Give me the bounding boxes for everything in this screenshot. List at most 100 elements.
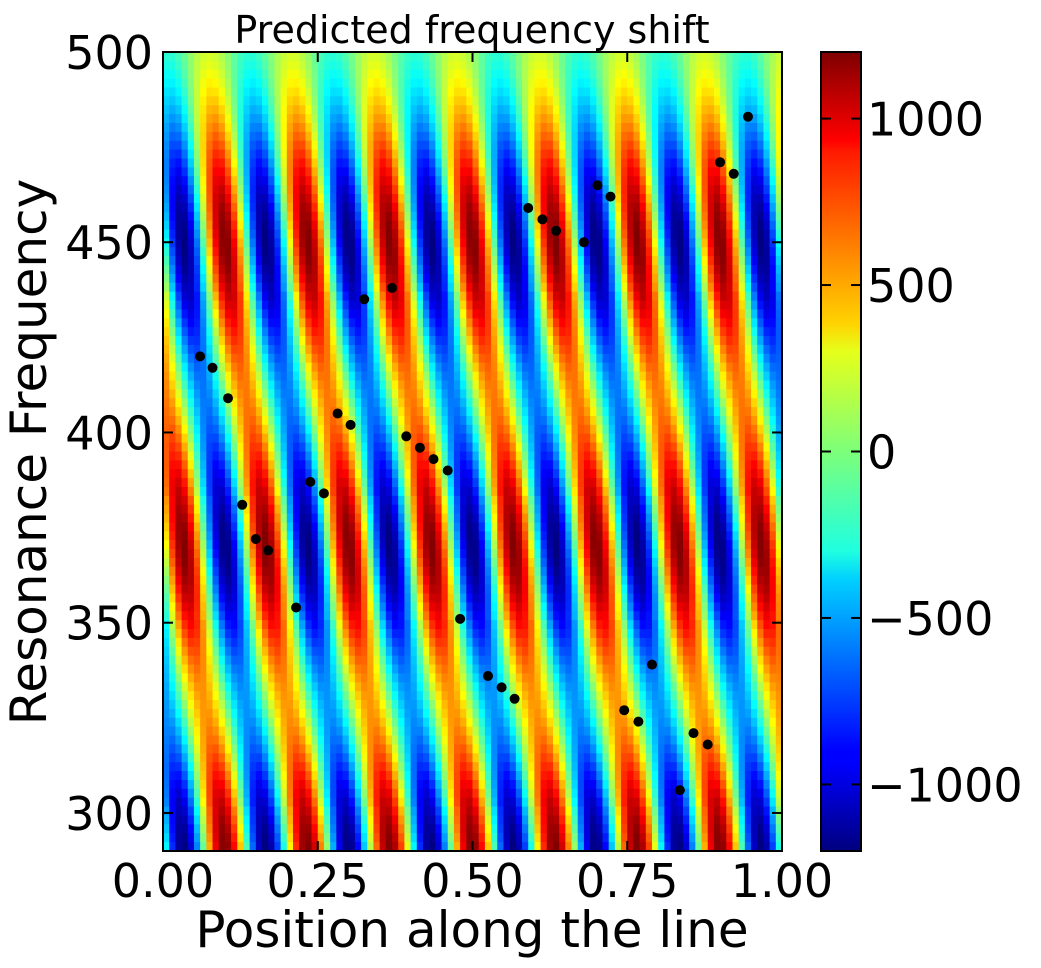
heatmap-cell <box>640 123 647 132</box>
heatmap-cell <box>516 301 523 310</box>
heatmap-cell <box>281 265 288 274</box>
heatmap-cell <box>213 221 220 230</box>
heatmap-cell <box>219 309 226 318</box>
heatmap-cell <box>726 460 733 469</box>
heatmap-cell <box>572 79 579 88</box>
heatmap-cell <box>602 132 609 141</box>
heatmap-cell <box>423 380 430 389</box>
heatmap-cell <box>466 363 473 372</box>
heatmap-cell <box>194 247 201 256</box>
heatmap-cell <box>225 150 232 159</box>
heatmap-cell <box>373 434 380 443</box>
heatmap-cell <box>664 318 671 327</box>
heatmap-cell <box>250 460 257 469</box>
heatmap-cell <box>664 150 671 159</box>
heatmap-cell <box>324 416 331 425</box>
heatmap-cell <box>182 52 189 61</box>
heatmap-cell <box>411 407 418 416</box>
heatmap-cell <box>448 212 455 221</box>
heatmap-cell <box>243 185 250 194</box>
heatmap-cell <box>287 283 294 292</box>
heatmap-cell <box>287 203 294 212</box>
heatmap-cell <box>534 452 541 461</box>
heatmap-cell <box>491 354 498 363</box>
heatmap-cell <box>695 363 702 372</box>
heatmap-cell <box>646 185 653 194</box>
heatmap-cell <box>460 230 467 239</box>
heatmap-cell <box>435 354 442 363</box>
heatmap-cell <box>169 372 176 381</box>
heatmap-cell <box>689 52 696 61</box>
heatmap-cell <box>572 185 579 194</box>
heatmap-cell <box>732 61 739 70</box>
heatmap-cell <box>714 372 721 381</box>
heatmap-cell <box>596 79 603 88</box>
heatmap-cell <box>268 363 275 372</box>
heatmap-cell <box>442 70 449 79</box>
heatmap-cell <box>559 354 566 363</box>
heatmap-cell <box>392 221 399 230</box>
heatmap-cell <box>473 70 480 79</box>
heatmap-cell <box>763 185 770 194</box>
heatmap-cell <box>565 88 572 97</box>
heatmap-cell <box>541 416 548 425</box>
heatmap-cell <box>250 380 257 389</box>
heatmap-cell <box>299 238 306 247</box>
heatmap-cell <box>726 292 733 301</box>
heatmap-cell <box>200 96 207 105</box>
heatmap-cell <box>522 114 529 123</box>
heatmap-cell <box>256 265 263 274</box>
heatmap-cell <box>386 212 393 221</box>
heatmap-cell <box>169 247 176 256</box>
heatmap-cell <box>367 274 374 283</box>
heatmap-cell <box>671 372 678 381</box>
heatmap-cell <box>330 389 337 398</box>
heatmap-cell <box>349 380 356 389</box>
heatmap-cell <box>188 309 195 318</box>
heatmap-cell <box>770 114 777 123</box>
heatmap-cell <box>305 230 312 239</box>
heatmap-cell <box>398 345 405 354</box>
heatmap-cell <box>473 159 480 168</box>
heatmap-cell <box>231 159 238 168</box>
heatmap-cell <box>163 345 170 354</box>
heatmap-cell <box>720 327 727 336</box>
heatmap-cell <box>510 203 517 212</box>
heatmap-cell <box>503 70 510 79</box>
heatmap-cell <box>646 380 653 389</box>
heatmap-cell <box>336 167 343 176</box>
heatmap-cell <box>175 61 182 70</box>
heatmap-cell <box>398 265 405 274</box>
heatmap-cell <box>751 416 758 425</box>
heatmap-cell <box>169 398 176 407</box>
heatmap-cell <box>442 159 449 168</box>
heatmap-cell <box>720 132 727 141</box>
heatmap-cell <box>584 416 591 425</box>
heatmap-cell <box>343 460 350 469</box>
heatmap-cell <box>312 123 319 132</box>
heatmap-cell <box>547 176 554 185</box>
heatmap-cell <box>293 425 300 434</box>
heatmap-cell <box>336 469 343 478</box>
heatmap-cell <box>373 487 380 496</box>
heatmap-cell <box>256 150 263 159</box>
heatmap-cell <box>534 416 541 425</box>
heatmap-cell <box>256 79 263 88</box>
heatmap-cell <box>182 407 189 416</box>
heatmap-cell <box>683 478 690 487</box>
heatmap-cell <box>330 345 337 354</box>
heatmap-cell <box>417 212 424 221</box>
heatmap-cell <box>225 70 232 79</box>
heatmap-cell <box>640 380 647 389</box>
heatmap-cell <box>318 380 325 389</box>
heatmap-cell <box>225 301 232 310</box>
heatmap-cell <box>578 61 585 70</box>
heatmap-cell <box>565 487 572 496</box>
heatmap-cell <box>392 354 399 363</box>
heatmap-cell <box>683 159 690 168</box>
heatmap-cell <box>274 123 281 132</box>
heatmap-cell <box>751 194 758 203</box>
heatmap-cell <box>398 327 405 336</box>
heatmap-cell <box>423 203 430 212</box>
heatmap-cell <box>683 256 690 265</box>
